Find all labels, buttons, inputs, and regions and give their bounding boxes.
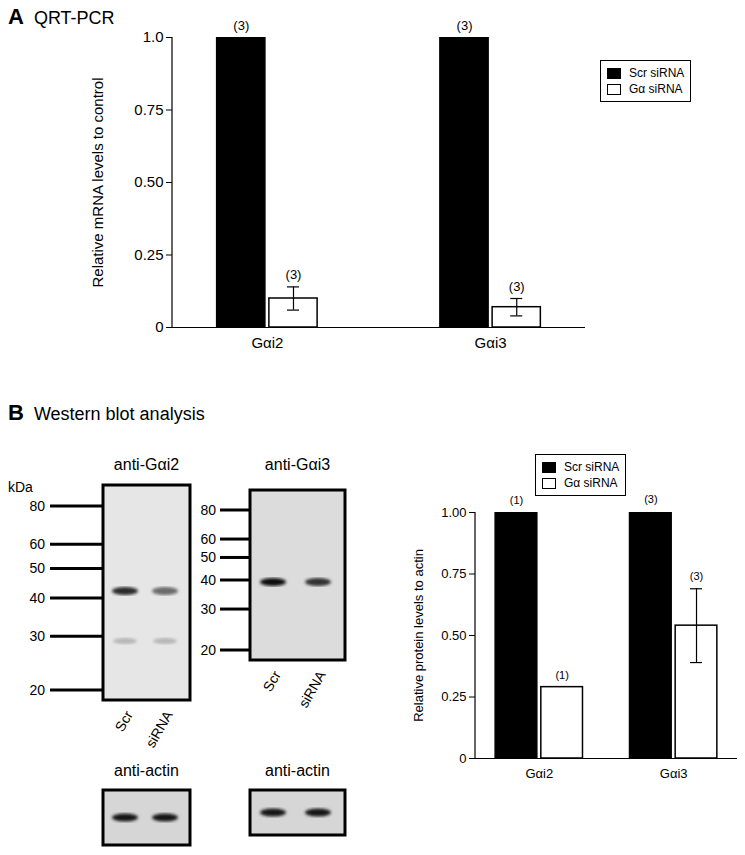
svg-text:(1): (1) — [510, 494, 523, 506]
svg-text:Gαi3: Gαi3 — [475, 334, 507, 351]
html-text:A: A — [8, 4, 24, 29]
html-text:Scr siRNA: Scr siRNA — [629, 66, 685, 80]
svg-text:0.25: 0.25 — [134, 246, 163, 263]
svg-text:(3): (3) — [644, 493, 657, 505]
svg-text:0.50: 0.50 — [441, 628, 466, 643]
svg-text:50: 50 — [29, 560, 45, 576]
svg-text:60: 60 — [200, 531, 216, 547]
html-text:Western blot analysis: Western blot analysis — [33, 404, 205, 424]
svg-text:50: 50 — [200, 549, 216, 565]
svg-text:30: 30 — [200, 601, 216, 617]
svg-text:1.00: 1.00 — [441, 505, 466, 520]
svg-text:60: 60 — [29, 536, 45, 552]
svg-text:anti-actin: anti-actin — [114, 762, 179, 779]
svg-text:(3): (3) — [509, 279, 525, 294]
svg-text:Gαi3: Gαi3 — [660, 766, 688, 781]
svg-text:(1): (1) — [555, 669, 568, 681]
svg-text:Scr: Scr — [111, 708, 136, 734]
svg-text:(3): (3) — [457, 18, 473, 33]
svg-text:80: 80 — [200, 502, 216, 518]
svg-text:20: 20 — [29, 682, 45, 698]
svg-text:Gαi2: Gαi2 — [525, 766, 553, 781]
svg-text:0.75: 0.75 — [441, 566, 466, 581]
svg-text:Relative mRNA levels to contro: Relative mRNA levels to control — [89, 77, 106, 287]
svg-text:(3): (3) — [690, 570, 703, 582]
svg-text:anti-Gαi2: anti-Gαi2 — [114, 456, 179, 473]
svg-text:1.0: 1.0 — [143, 28, 164, 45]
svg-text:kDa: kDa — [8, 479, 33, 495]
svg-text:0: 0 — [155, 318, 163, 335]
svg-text:0: 0 — [459, 751, 466, 766]
svg-text:anti-Gαi3: anti-Gαi3 — [265, 456, 330, 473]
svg-text:30: 30 — [29, 628, 45, 644]
svg-text:40: 40 — [29, 590, 45, 606]
svg-text:siRNA: siRNA — [142, 707, 176, 750]
svg-text:80: 80 — [29, 498, 45, 514]
html-text:Gα siRNA: Gα siRNA — [564, 476, 618, 490]
svg-text:siRNA: siRNA — [295, 667, 329, 710]
html-text:Scr siRNA: Scr siRNA — [564, 460, 620, 474]
svg-text:Gαi2: Gαi2 — [251, 334, 283, 351]
html-text:Gα siRNA: Gα siRNA — [629, 82, 683, 96]
svg-text:Scr: Scr — [259, 668, 284, 694]
svg-text:20: 20 — [200, 642, 216, 658]
svg-text:(3): (3) — [286, 267, 302, 282]
svg-text:anti-actin: anti-actin — [265, 762, 330, 779]
html-text:QRT-PCR: QRT-PCR — [33, 8, 115, 28]
svg-text:Relative protein levels to act: Relative protein levels to actin — [411, 549, 426, 722]
html-text:B: B — [8, 400, 24, 425]
svg-text:0.25: 0.25 — [441, 689, 466, 704]
svg-text:(3): (3) — [233, 18, 249, 33]
svg-text:0.75: 0.75 — [134, 101, 163, 118]
svg-text:40: 40 — [200, 572, 216, 588]
svg-text:0.50: 0.50 — [134, 173, 163, 190]
